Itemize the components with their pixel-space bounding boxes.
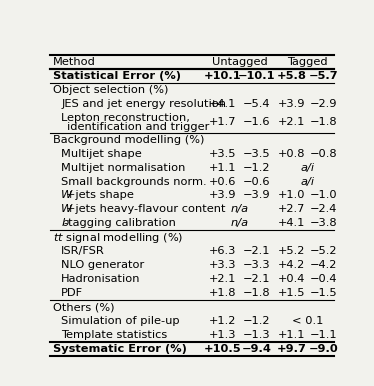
Text: +3.3: +3.3 [208,260,236,270]
Text: n/a: n/a [230,218,249,229]
Text: −0.6: −0.6 [243,176,271,186]
Text: Template statistics: Template statistics [61,330,168,340]
Text: +1.7: +1.7 [208,117,236,127]
Text: +3.9: +3.9 [278,99,306,109]
Text: −10.1: −10.1 [238,71,276,81]
Text: −9.0: −9.0 [309,344,338,354]
Text: −1.3: −1.3 [243,330,271,340]
Text: identification and trigger: identification and trigger [67,122,209,132]
Text: −1.8: −1.8 [310,117,337,127]
Text: Multijet shape: Multijet shape [61,149,142,159]
Text: −2.9: −2.9 [310,99,337,109]
Text: −1.5: −1.5 [310,288,337,298]
Text: +6.3: +6.3 [208,246,236,256]
Text: −0.8: −0.8 [310,149,337,159]
Text: +1.1: +1.1 [278,330,306,340]
Text: −0.4: −0.4 [310,274,337,284]
Text: +1.1: +1.1 [208,163,236,173]
Text: Tagged: Tagged [287,57,328,67]
Text: +4.2: +4.2 [278,260,305,270]
Text: < 0.1: < 0.1 [292,316,323,326]
Text: +9.7: +9.7 [277,344,307,354]
Text: Others (%): Others (%) [52,302,114,312]
Text: −2.1: −2.1 [243,246,271,256]
Text: −5.7: −5.7 [309,71,338,81]
Text: Multijet normalisation: Multijet normalisation [61,163,186,173]
Text: −1.8: −1.8 [243,288,271,298]
Text: +3.9: +3.9 [208,190,236,200]
Text: +jets heavy-flavour content: +jets heavy-flavour content [66,205,226,215]
Text: +1.5: +1.5 [278,288,306,298]
Text: b: b [61,218,68,229]
Text: NLO generator: NLO generator [61,260,144,270]
Text: Small backgrounds norm.: Small backgrounds norm. [61,176,207,186]
Text: +0.6: +0.6 [208,176,236,186]
Text: −1.1: −1.1 [310,330,337,340]
Text: +3.5: +3.5 [208,149,236,159]
Text: +4.1: +4.1 [208,99,236,109]
Text: W: W [61,190,73,200]
Text: +0.4: +0.4 [278,274,305,284]
Text: Method: Method [52,57,95,67]
Text: Background modelling (%): Background modelling (%) [52,135,204,145]
Text: +2.7: +2.7 [278,205,305,215]
Text: +1.2: +1.2 [208,316,236,326]
Text: +2.1: +2.1 [208,274,236,284]
Text: $t\bar{t}$ signal modelling (%): $t\bar{t}$ signal modelling (%) [52,229,183,245]
Text: +5.8: +5.8 [277,71,307,81]
Text: +0.8: +0.8 [278,149,306,159]
Text: +5.2: +5.2 [278,246,305,256]
Text: +10.1: +10.1 [203,71,241,81]
Text: −9.4: −9.4 [242,344,272,354]
Text: +1.3: +1.3 [208,330,236,340]
Text: −5.4: −5.4 [243,99,271,109]
Text: Hadronisation: Hadronisation [61,274,141,284]
Text: +2.1: +2.1 [278,117,305,127]
Text: a/i: a/i [301,163,315,173]
Text: −1.0: −1.0 [310,190,337,200]
Text: -tagging calibration: -tagging calibration [64,218,176,229]
Text: −1.6: −1.6 [243,117,271,127]
Text: −4.2: −4.2 [310,260,337,270]
Text: ISR/FSR: ISR/FSR [61,246,105,256]
Text: −1.2: −1.2 [243,163,271,173]
Text: n/a: n/a [230,205,249,215]
Text: −3.5: −3.5 [243,149,271,159]
Text: W: W [61,205,73,215]
Text: Systematic Error (%): Systematic Error (%) [52,344,186,354]
Text: −3.9: −3.9 [243,190,271,200]
Text: +1.0: +1.0 [278,190,306,200]
Text: −5.2: −5.2 [310,246,337,256]
Text: +4.1: +4.1 [278,218,305,229]
Text: −2.1: −2.1 [243,274,271,284]
Text: a/i: a/i [301,176,315,186]
Text: Simulation of pile-up: Simulation of pile-up [61,316,180,326]
Text: Statistical Error (%): Statistical Error (%) [52,71,181,81]
Text: Untagged: Untagged [212,57,267,67]
Text: −3.3: −3.3 [243,260,271,270]
Text: Object selection (%): Object selection (%) [52,85,168,95]
Text: JES and jet energy resolution: JES and jet energy resolution [61,99,226,109]
Text: +10.5: +10.5 [203,344,241,354]
Text: −1.2: −1.2 [243,316,271,326]
Text: +jets shape: +jets shape [66,190,134,200]
Text: Lepton reconstruction,: Lepton reconstruction, [61,113,190,123]
Text: PDF: PDF [61,288,83,298]
Text: −3.8: −3.8 [310,218,337,229]
Text: −2.4: −2.4 [310,205,337,215]
Text: +1.8: +1.8 [208,288,236,298]
